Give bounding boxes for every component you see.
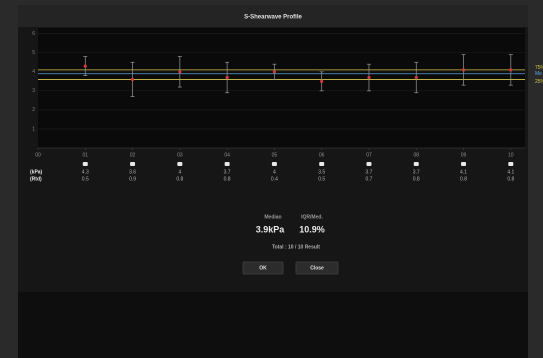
ok-button-bg[interactable] — [242, 261, 284, 275]
rtd-cell: 0.5 — [318, 176, 325, 182]
reference-label: Me — [535, 71, 542, 77]
ok-button[interactable]: OK — [242, 261, 284, 275]
y-tick-label: 1 — [32, 126, 35, 132]
y-tick-label: 2 — [32, 107, 35, 113]
status-icon — [319, 162, 325, 166]
status-icon — [366, 162, 372, 166]
kpa-cell: 4.3 — [82, 169, 89, 175]
point — [320, 79, 324, 83]
reference-label: 25% — [535, 79, 543, 85]
point — [225, 75, 229, 80]
point — [461, 68, 466, 72]
kpa-cell: 3.7 — [224, 169, 231, 175]
kpa-cell: 3.6 — [129, 169, 136, 175]
close-button-bg[interactable] — [295, 261, 339, 275]
median-value: 3.9kPa — [256, 224, 286, 234]
rtd-cell: 0.8 — [224, 176, 231, 182]
y-tick-label: 6 — [32, 31, 35, 37]
x-tick-label: 06 — [319, 152, 325, 158]
x-tick-label: 10 — [508, 152, 514, 158]
rtd-cell: 0.8 — [413, 176, 420, 182]
x-tick-label: 03 — [177, 152, 183, 158]
x-tick-label: 04 — [224, 152, 230, 158]
status-icon — [508, 162, 514, 166]
y-tick-label: 5 — [32, 50, 35, 56]
row-label: (kPa) — [30, 169, 43, 175]
kpa-cell: 3.7 — [365, 169, 372, 175]
rtd-cell: 0.4 — [271, 176, 278, 182]
title-bar — [18, 5, 528, 27]
kpa-cell: 4.1 — [460, 169, 467, 175]
close-button[interactable]: Close — [295, 261, 339, 275]
point — [130, 77, 135, 82]
y-tick-label: 3 — [32, 88, 35, 94]
reference-label: 75% — [535, 65, 543, 71]
status-icon — [271, 162, 277, 166]
x-tick-label: 02 — [130, 152, 136, 158]
row-label: (Rtd) — [30, 176, 42, 182]
status-icon — [177, 162, 183, 166]
kpa-cell: 4 — [178, 169, 181, 175]
point — [178, 70, 182, 74]
x-tick-label: 09 — [461, 152, 467, 158]
point — [83, 64, 87, 68]
x-tick-label: 08 — [413, 152, 419, 158]
kpa-cell: 3.5 — [318, 169, 325, 175]
x-tick-label: 00 — [35, 152, 41, 158]
close-button-label[interactable]: Close — [310, 265, 324, 271]
title: S-Shearwave Profile — [244, 15, 302, 21]
plot-area — [38, 28, 525, 148]
median-label: Median — [264, 214, 281, 220]
rtd-cell: 0.8 — [460, 176, 467, 182]
rtd-cell: 0.8 — [176, 176, 183, 182]
rtd-cell: 0.8 — [507, 176, 514, 182]
status-icon — [413, 162, 419, 166]
kpa-cell: 4.1 — [507, 169, 514, 175]
rtd-cell: 0.9 — [129, 176, 136, 182]
x-tick-label: 07 — [366, 152, 372, 158]
y-tick-label: 4 — [32, 69, 35, 75]
status-icon — [130, 162, 136, 166]
total: Total : 10 / 10 Result — [272, 244, 320, 250]
iqr-value: 10.9% — [299, 224, 325, 234]
point — [414, 75, 418, 80]
status-icon — [461, 162, 467, 166]
rtd-cell: 0.7 — [365, 176, 372, 182]
iqr-label: IQR/Med. — [301, 214, 323, 220]
point — [272, 70, 277, 74]
kpa-cell: 3.7 — [413, 169, 420, 175]
kpa-cell: 4 — [273, 169, 276, 175]
point — [509, 68, 513, 72]
point — [367, 75, 371, 80]
rtd-cell: 0.5 — [82, 176, 89, 182]
status-icon — [82, 162, 88, 166]
ok-button-label[interactable]: OK — [259, 265, 267, 271]
x-tick-label: 01 — [83, 152, 89, 158]
x-tick-label: 05 — [272, 152, 278, 158]
status-icon — [224, 162, 230, 166]
